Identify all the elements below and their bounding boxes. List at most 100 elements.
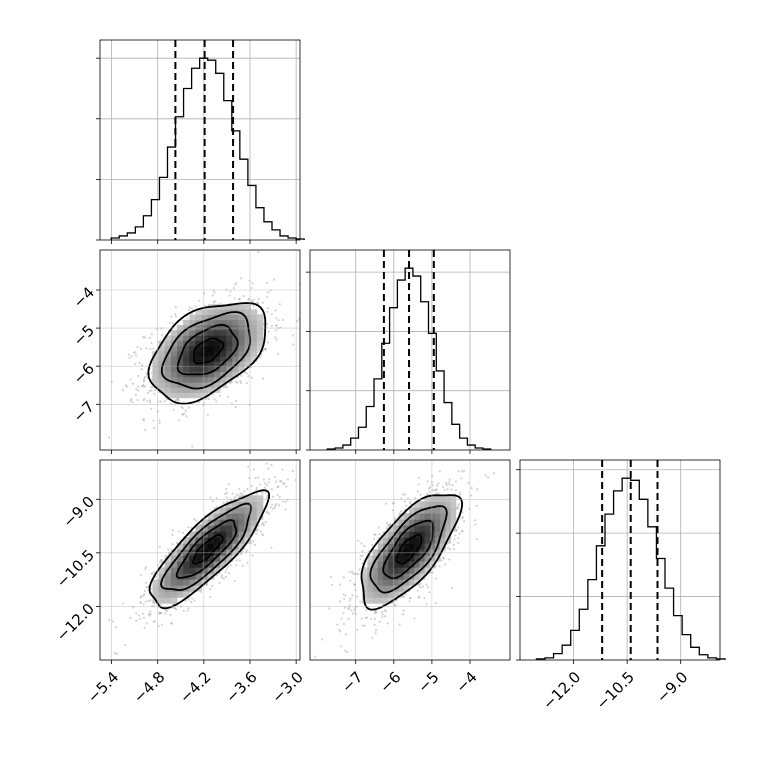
sample-point — [227, 571, 230, 575]
density-cell — [170, 361, 178, 367]
sample-point — [447, 481, 450, 484]
density-cell — [445, 513, 452, 520]
sample-point — [375, 629, 378, 632]
sample-point — [226, 565, 230, 568]
density-cell — [232, 519, 239, 526]
sample-point — [394, 604, 397, 607]
density-cell — [256, 314, 264, 321]
sample-point — [274, 336, 277, 339]
density-cell — [219, 319, 227, 326]
sample-point — [421, 585, 425, 588]
sample-point — [373, 617, 377, 620]
sample-point — [353, 583, 356, 586]
density-cell — [183, 561, 190, 568]
sample-point — [351, 612, 355, 615]
sample-point — [431, 571, 434, 574]
sample-point — [107, 436, 111, 439]
sample-point — [220, 576, 223, 579]
sample-point — [203, 304, 207, 308]
sample-point — [259, 530, 263, 533]
density-cell — [429, 543, 436, 550]
density-cell — [409, 537, 415, 544]
density-cell — [152, 376, 159, 383]
sample-point — [158, 545, 161, 548]
sample-point — [225, 568, 228, 571]
density-cell — [232, 330, 239, 336]
sample-point — [443, 488, 446, 492]
density-cell — [189, 361, 196, 367]
density-cell — [388, 543, 394, 550]
sample-point — [153, 620, 156, 623]
density-cell — [445, 519, 452, 526]
sample-point — [226, 386, 229, 389]
density-cell — [238, 324, 245, 331]
density-cell — [445, 525, 452, 532]
sample-point — [442, 557, 445, 560]
sample-point — [255, 486, 259, 490]
sample-point — [440, 559, 443, 562]
sample-point — [181, 407, 184, 410]
density-cell — [403, 519, 410, 526]
sample-point — [131, 382, 134, 385]
sample-point — [150, 341, 153, 344]
density-cell — [424, 507, 431, 514]
density-cell — [226, 501, 233, 508]
density-cell — [238, 340, 245, 347]
density-cell — [164, 392, 172, 399]
sample-point — [454, 489, 458, 492]
density-cell — [445, 495, 452, 502]
density-cell — [393, 531, 400, 538]
density-cell — [244, 340, 252, 347]
sample-point — [269, 506, 272, 509]
density-cell — [398, 573, 405, 580]
density-cell — [177, 543, 184, 550]
panel-frame — [99, 249, 301, 451]
sample-point — [160, 611, 163, 615]
density-cell — [440, 543, 446, 550]
sample-point — [167, 548, 170, 551]
sample-point — [344, 633, 347, 636]
sample-point — [359, 600, 362, 603]
density-cell — [244, 356, 252, 362]
density-cell — [256, 495, 264, 502]
sample-point — [245, 372, 248, 375]
density-cell — [152, 382, 159, 388]
sample-point — [142, 419, 145, 422]
sample-point — [132, 351, 136, 354]
density-cell — [201, 335, 209, 341]
density-cell — [195, 335, 202, 341]
density-cell — [189, 350, 196, 357]
density-cell — [419, 567, 426, 574]
sample-point — [454, 480, 458, 483]
sample-point — [134, 351, 137, 354]
sample-point — [188, 306, 191, 309]
sample-point — [263, 486, 267, 489]
density-cell — [189, 567, 196, 574]
sample-point — [149, 612, 152, 616]
sample-point — [150, 407, 153, 410]
density-cell — [164, 561, 172, 568]
density-cell — [429, 501, 436, 508]
contour-3 — [360, 494, 464, 611]
density-cell — [414, 537, 420, 544]
sample-point — [173, 607, 176, 610]
sample-point — [405, 504, 408, 507]
density-cell — [183, 567, 190, 574]
density-cell — [232, 549, 239, 556]
density-cell — [158, 376, 166, 383]
sample-point — [174, 399, 178, 402]
density-cell — [393, 525, 400, 532]
density-cell — [414, 555, 420, 562]
sample-point — [281, 468, 284, 471]
sample-point — [150, 572, 153, 576]
sample-point — [187, 308, 191, 312]
density-cell — [414, 573, 420, 580]
sample-point — [266, 511, 269, 514]
sample-point — [147, 613, 150, 616]
sample-point — [473, 519, 477, 522]
density-cell — [158, 585, 166, 592]
density-cell — [195, 309, 202, 315]
sample-point — [246, 487, 249, 490]
sample-point — [355, 595, 358, 598]
sample-point — [438, 470, 441, 473]
